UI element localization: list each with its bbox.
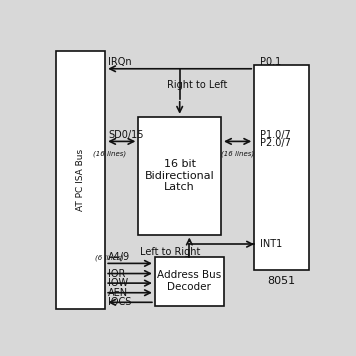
Text: INT1: INT1 (260, 239, 282, 249)
Text: AT PC ISA Bus: AT PC ISA Bus (76, 149, 85, 211)
Text: P2.0/7: P2.0/7 (260, 138, 290, 148)
Text: 8051: 8051 (268, 276, 296, 286)
Text: (16 lines): (16 lines) (93, 151, 126, 157)
Text: P0.1: P0.1 (260, 57, 281, 67)
Text: Address Bus
Decoder: Address Bus Decoder (157, 271, 221, 292)
Bar (254, 65, 309, 270)
Text: SD0/15: SD0/15 (109, 130, 144, 140)
Text: Left to Right: Left to Right (140, 247, 200, 257)
Text: P1.0/7: P1.0/7 (260, 130, 290, 140)
Text: (6 lines): (6 lines) (95, 255, 124, 261)
Text: IOCS: IOCS (108, 297, 131, 307)
Bar (138, 117, 221, 235)
Text: IOR: IOR (108, 268, 125, 278)
Bar (56, 51, 105, 309)
Text: AEN: AEN (108, 288, 128, 298)
Bar (155, 257, 224, 306)
Text: Right to Left: Right to Left (167, 80, 228, 90)
Text: (16 lines): (16 lines) (221, 151, 254, 157)
Text: A4/9: A4/9 (108, 252, 130, 262)
Text: IOW: IOW (108, 278, 128, 288)
Text: 16 bit
Bidirectional
Latch: 16 bit Bidirectional Latch (145, 159, 215, 192)
Text: IRQn: IRQn (108, 57, 132, 67)
